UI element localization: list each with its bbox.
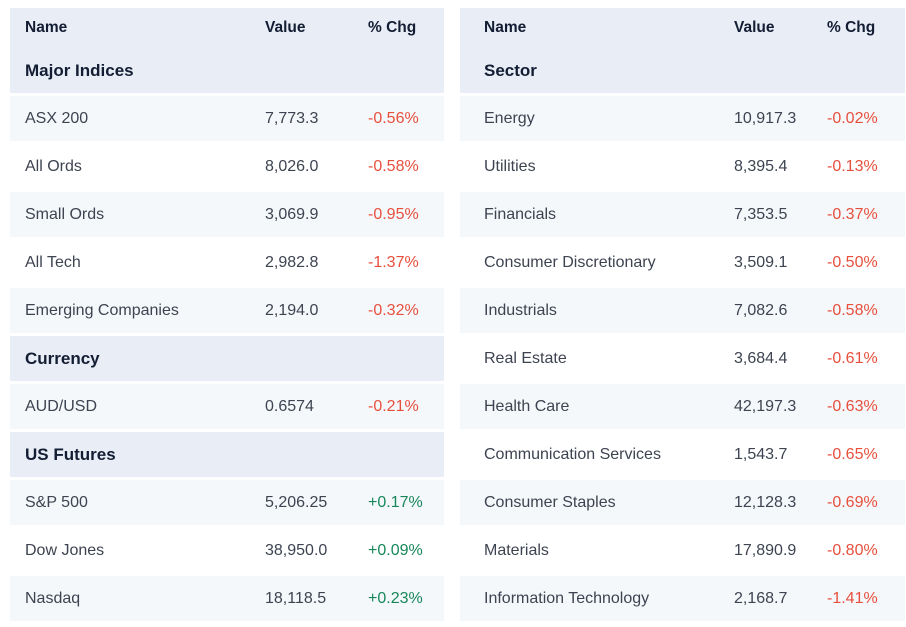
row-value: 38,950.0 — [265, 541, 328, 559]
row-change: -0.32% — [368, 301, 419, 319]
row-change: -1.41% — [827, 589, 878, 607]
column-header-name: Name — [484, 19, 527, 36]
table-row: Consumer Discretionary 3,509.1 -0.50% — [460, 240, 905, 285]
row-value: 0.6574 — [265, 397, 314, 415]
row-value: 3,509.1 — [734, 253, 788, 271]
row-value: 2,168.7 — [734, 589, 788, 607]
row-value: 8,026.0 — [265, 157, 319, 175]
row-change: -0.02% — [827, 109, 878, 127]
table-row: ASX 200 7,773.3 -0.56% — [10, 96, 444, 141]
row-name: All Ords — [25, 157, 82, 175]
column-header-change: % Chg — [368, 19, 417, 36]
row-change: +0.09% — [368, 541, 423, 559]
table-row: Materials 17,890.9 -0.80% — [460, 528, 905, 573]
row-change: -0.69% — [827, 493, 878, 511]
table-row: Health Care 42,197.3 -0.63% — [460, 384, 905, 429]
table-row: Real Estate 3,684.4 -0.61% — [460, 336, 905, 381]
section-header-currency: Currency — [10, 336, 444, 381]
row-name: Energy — [484, 109, 535, 127]
row-value: 7,082.6 — [734, 301, 788, 319]
row-value: 2,194.0 — [265, 301, 319, 319]
column-header-row: Name Value % Chg — [460, 8, 905, 48]
row-name: ASX 200 — [25, 109, 89, 127]
row-change: -0.58% — [827, 301, 878, 319]
table-row: Energy 10,917.3 -0.02% — [460, 96, 905, 141]
table-row: Industrials 7,082.6 -0.58% — [460, 288, 905, 333]
row-name: S&P 500 — [25, 493, 88, 511]
section-title: US Futures — [25, 444, 116, 464]
row-value: 3,069.9 — [265, 205, 319, 223]
row-value: 8,395.4 — [734, 157, 788, 175]
table-row: S&P 500 5,206.25 +0.17% — [10, 480, 444, 525]
row-name: Small Ords — [25, 205, 105, 223]
row-name: Real Estate — [484, 349, 567, 367]
row-name: Dow Jones — [25, 541, 105, 559]
table-row: Emerging Companies 2,194.0 -0.32% — [10, 288, 444, 333]
sectors-panel: Name Value % Chg Sector Energy 10,917.3 … — [460, 8, 905, 624]
row-value: 17,890.9 — [734, 541, 797, 559]
table-row: Information Technology 2,168.7 -1.41% — [460, 576, 905, 621]
row-name: Utilities — [484, 157, 536, 175]
row-change: +0.23% — [368, 589, 423, 607]
table-row: Nasdaq 18,118.5 +0.23% — [10, 576, 444, 621]
row-change: -0.80% — [827, 541, 878, 559]
table-row: Consumer Staples 12,128.3 -0.69% — [460, 480, 905, 525]
section-title: Currency — [25, 348, 100, 368]
table-row: AUD/USD 0.6574 -0.21% — [10, 384, 444, 429]
table-row: Dow Jones 38,950.0 +0.09% — [10, 528, 444, 573]
row-value: 1,543.7 — [734, 445, 788, 463]
table-row: Small Ords 3,069.9 -0.95% — [10, 192, 444, 237]
row-change: -0.63% — [827, 397, 878, 415]
row-value: 42,197.3 — [734, 397, 797, 415]
table-row: Utilities 8,395.4 -0.13% — [460, 144, 905, 189]
row-name: Industrials — [484, 301, 557, 319]
row-change: -0.37% — [827, 205, 878, 223]
table-row: All Ords 8,026.0 -0.58% — [10, 144, 444, 189]
row-name: Materials — [484, 541, 549, 559]
row-name: Information Technology — [484, 589, 650, 607]
row-name: Consumer Discretionary — [484, 253, 656, 271]
row-name: Emerging Companies — [25, 301, 179, 319]
column-header-value: Value — [734, 19, 775, 36]
table-row: Financials 7,353.5 -0.37% — [460, 192, 905, 237]
table-row: Communication Services 1,543.7 -0.65% — [460, 432, 905, 477]
row-value: 5,206.25 — [265, 493, 328, 511]
row-name: AUD/USD — [25, 397, 98, 415]
column-header-name: Name — [25, 19, 68, 36]
column-header-value: Value — [265, 19, 306, 36]
row-value: 7,353.5 — [734, 205, 788, 223]
row-name: Communication Services — [484, 445, 661, 463]
row-value: 12,128.3 — [734, 493, 797, 511]
row-value: 10,917.3 — [734, 109, 797, 127]
column-header-change: % Chg — [827, 19, 876, 36]
row-name: All Tech — [25, 253, 81, 271]
row-value: 3,684.4 — [734, 349, 788, 367]
row-change: -0.61% — [827, 349, 878, 367]
row-change: -0.56% — [368, 109, 419, 127]
section-header-us-futures: US Futures — [10, 432, 444, 477]
section-header-major-indices: Major Indices — [10, 48, 444, 93]
row-change: -0.21% — [368, 397, 419, 415]
row-name: Health Care — [484, 397, 570, 415]
row-change: -0.13% — [827, 157, 878, 175]
table-row: All Tech 2,982.8 -1.37% — [10, 240, 444, 285]
row-name: Financials — [484, 205, 557, 223]
row-change: -0.58% — [368, 157, 419, 175]
section-title: Sector — [484, 60, 537, 80]
row-change: -0.95% — [368, 205, 419, 223]
row-change: +0.17% — [368, 493, 423, 511]
row-name: Nasdaq — [25, 589, 81, 607]
indices-panel: Name Value % Chg Major Indices ASX 200 7… — [10, 8, 444, 624]
row-value: 7,773.3 — [265, 109, 319, 127]
section-header-sector: Sector — [460, 48, 905, 93]
row-value: 2,982.8 — [265, 253, 319, 271]
row-name: Consumer Staples — [484, 493, 616, 511]
section-title: Major Indices — [25, 60, 134, 80]
row-value: 18,118.5 — [265, 589, 327, 607]
row-change: -0.50% — [827, 253, 878, 271]
row-change: -1.37% — [368, 253, 419, 271]
row-change: -0.65% — [827, 445, 878, 463]
column-header-row: Name Value % Chg — [10, 8, 444, 48]
